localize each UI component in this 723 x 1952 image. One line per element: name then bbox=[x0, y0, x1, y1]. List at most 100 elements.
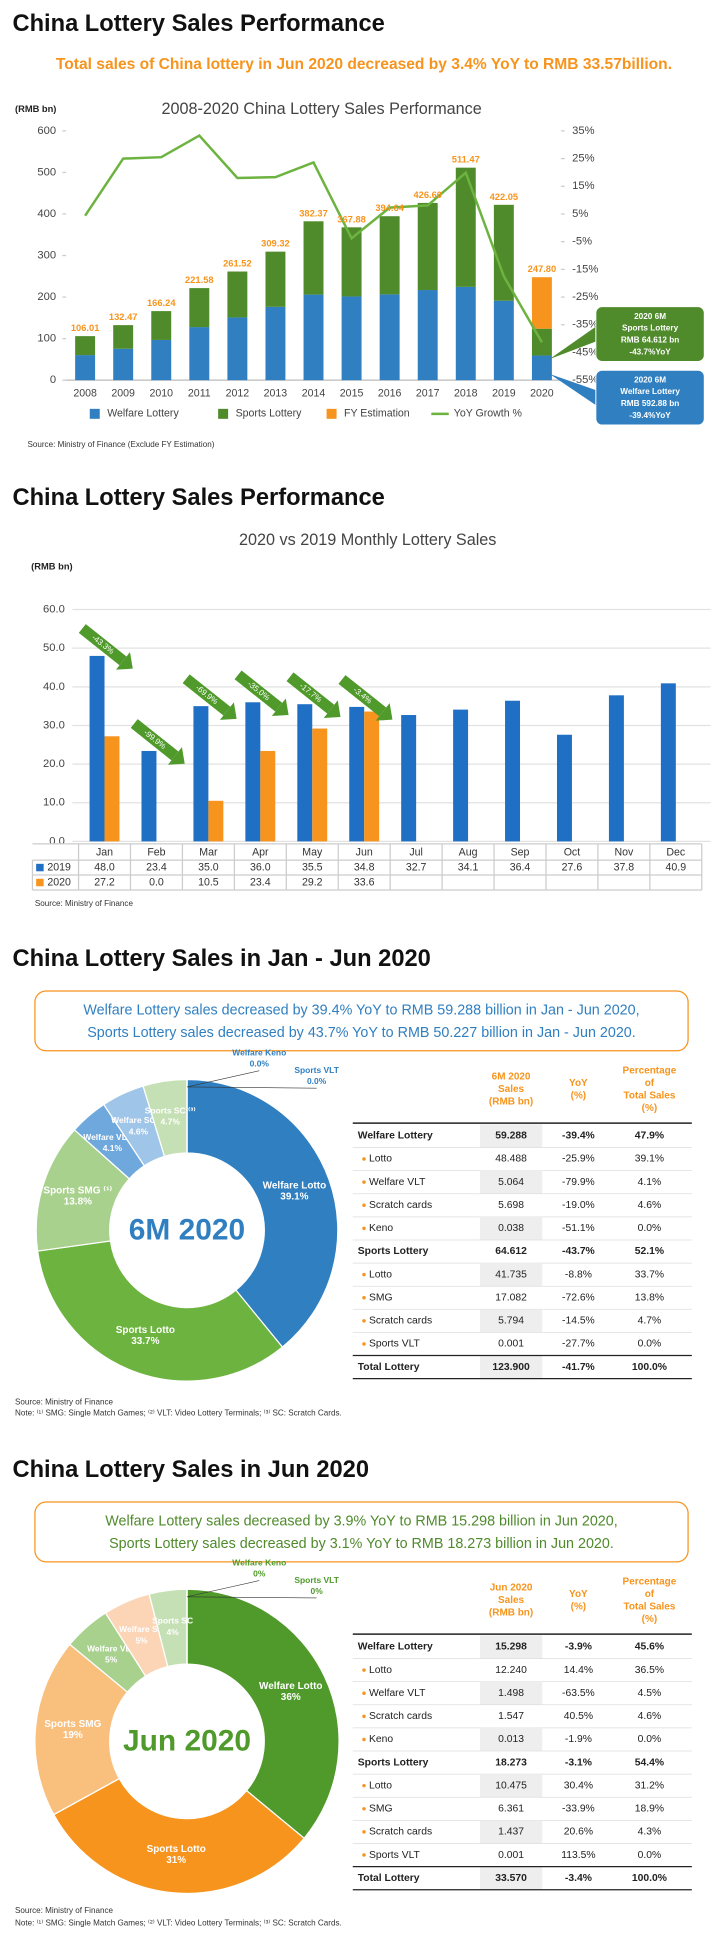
data-label: 166.24 bbox=[147, 298, 176, 308]
row-label: Lotto bbox=[369, 1780, 392, 1791]
table-value: 37.8 bbox=[614, 861, 635, 873]
row-label: Scratch cards bbox=[369, 1200, 432, 1211]
x-tick-label: 2018 bbox=[454, 388, 478, 400]
table-cell: 4.7% bbox=[638, 1316, 662, 1327]
bar bbox=[75, 355, 96, 381]
callout-text: Sports Lottery bbox=[622, 324, 679, 333]
y-tick-label: 10.0 bbox=[43, 797, 65, 809]
bar bbox=[89, 655, 105, 842]
row-label: SMG bbox=[369, 1804, 393, 1815]
table-cell: 52.1% bbox=[635, 1246, 664, 1257]
axis-label: (RMB bn) bbox=[31, 562, 72, 572]
summary-box bbox=[34, 990, 689, 1052]
bar bbox=[113, 325, 134, 349]
slice-value: 0.0% bbox=[250, 1059, 270, 1069]
y-tick-label: 100 bbox=[37, 333, 56, 345]
source: Source: Ministry of Finance bbox=[15, 1397, 114, 1406]
row-shade bbox=[479, 1774, 543, 1798]
table-cell: -51.1% bbox=[562, 1223, 595, 1234]
table-value: 36.0 bbox=[250, 861, 271, 873]
row-shade bbox=[479, 1866, 543, 1890]
slice bbox=[36, 1240, 284, 1382]
x-tick-label: Jul bbox=[409, 846, 423, 858]
x-tick-label: Feb bbox=[147, 846, 165, 858]
legend-symbol bbox=[326, 408, 337, 419]
y2-tick-label: 35% bbox=[572, 125, 594, 137]
table-cell: 20.6% bbox=[564, 1827, 593, 1838]
table-cell: -8.8% bbox=[565, 1269, 592, 1280]
table-header: Jun 2020 bbox=[490, 1583, 533, 1594]
table-value: 32.7 bbox=[406, 861, 427, 873]
row-shade bbox=[479, 1635, 543, 1659]
center-label: Jun 2020 bbox=[123, 1724, 251, 1757]
table-value: 23.4 bbox=[250, 876, 271, 888]
table-header: of bbox=[645, 1078, 655, 1089]
data-label: 394.64 bbox=[375, 203, 404, 213]
row-label: SMG bbox=[369, 1292, 393, 1303]
slice bbox=[34, 1643, 129, 1816]
table-value: 29.2 bbox=[302, 876, 323, 888]
slice bbox=[186, 1588, 340, 1840]
table-header: (%) bbox=[571, 1601, 587, 1612]
summary: Welfare Lottery sales decreased by 39.4%… bbox=[83, 1003, 639, 1019]
heading: China Lottery Sales Performance bbox=[12, 485, 384, 511]
slice-label: Sports Lotto bbox=[116, 1325, 175, 1336]
bullet bbox=[362, 1272, 366, 1277]
table-cell: -3.1% bbox=[565, 1757, 592, 1768]
row-label: Keno bbox=[369, 1223, 393, 1234]
table-value: 33.6 bbox=[354, 876, 375, 888]
bar bbox=[341, 227, 362, 297]
y2-tick-label: -25% bbox=[572, 291, 598, 303]
row-shade bbox=[479, 1216, 543, 1240]
bar bbox=[417, 202, 438, 291]
data-label: 132.47 bbox=[109, 312, 138, 322]
summary-box bbox=[34, 1501, 689, 1563]
x-tick-label: May bbox=[302, 846, 323, 858]
slice-value: 36% bbox=[281, 1692, 301, 1703]
bar bbox=[349, 706, 365, 842]
table-cell: 30.4% bbox=[564, 1780, 593, 1791]
arrow-head bbox=[219, 702, 237, 720]
x-tick-label: 2017 bbox=[416, 388, 440, 400]
bullet bbox=[362, 1853, 366, 1857]
table-cell: 18.273 bbox=[495, 1757, 527, 1768]
y2-tick-label: -55% bbox=[572, 374, 598, 386]
bar bbox=[151, 311, 172, 340]
slice-label: Sports VLT bbox=[294, 1575, 339, 1585]
table-cell: 33.7% bbox=[635, 1269, 664, 1280]
y-tick-label: 600 bbox=[37, 125, 56, 137]
table-cell: 47.9% bbox=[635, 1131, 664, 1142]
table-cell: 4.3% bbox=[638, 1827, 662, 1838]
table-cell: -19.0% bbox=[562, 1200, 595, 1211]
slice-value: 19% bbox=[63, 1730, 83, 1741]
table-value: 27.6 bbox=[562, 861, 583, 873]
bar bbox=[151, 339, 172, 381]
table-cell: 40.5% bbox=[564, 1711, 593, 1722]
slice-label: Welfare Keno bbox=[232, 1048, 286, 1058]
bar bbox=[113, 348, 134, 381]
leader-line bbox=[186, 1580, 260, 1598]
x-tick-label: Aug bbox=[459, 846, 478, 858]
leader-line bbox=[186, 1086, 317, 1089]
summary: Sports Lottery sales decreased by 3.1% Y… bbox=[109, 1536, 614, 1552]
y2-tick-label: 15% bbox=[572, 180, 594, 192]
x-tick-label: 2010 bbox=[149, 388, 173, 400]
x-tick-label: 2011 bbox=[188, 388, 211, 400]
slice-label: Welfare Lotto bbox=[263, 1180, 327, 1191]
y-tick-label: 30.0 bbox=[43, 719, 65, 731]
bar bbox=[312, 728, 328, 842]
table-cell: -3.9% bbox=[565, 1642, 592, 1653]
slice-value: 31% bbox=[166, 1855, 186, 1866]
y-tick-label: 0.0 bbox=[49, 835, 65, 847]
legend-label: Welfare Lottery bbox=[107, 408, 179, 420]
bullet bbox=[362, 1783, 366, 1788]
table-cell: 6.361 bbox=[498, 1804, 524, 1815]
heading: China Lottery Sales in Jun 2020 bbox=[12, 1457, 369, 1483]
data-label: 261.52 bbox=[223, 259, 252, 269]
arrow bbox=[234, 670, 283, 712]
callout-text: Welfare Lottery bbox=[620, 387, 680, 396]
row-label: Sports VLT bbox=[369, 1339, 421, 1350]
table-cell: 0.0% bbox=[638, 1339, 662, 1350]
table-cell: 0.001 bbox=[498, 1850, 524, 1861]
callout-text: RMB 592.88 bn bbox=[621, 399, 679, 408]
